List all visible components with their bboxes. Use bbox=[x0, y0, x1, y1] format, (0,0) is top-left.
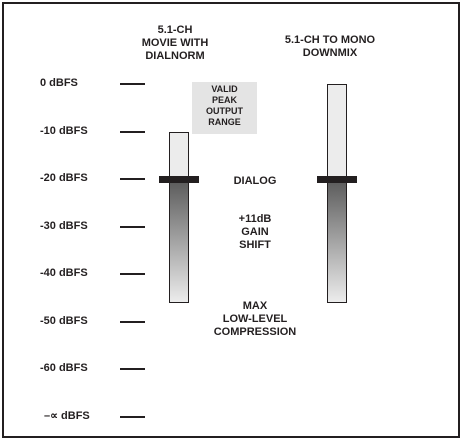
tick-mark bbox=[120, 320, 145, 323]
tick-label: –∝ dBFS bbox=[44, 409, 90, 422]
right-dialog-marker bbox=[317, 176, 357, 183]
tick-label: -30 dBFS bbox=[40, 219, 88, 232]
gain-shift-label: +11dB GAIN SHIFT bbox=[238, 213, 272, 251]
tick-mark bbox=[120, 225, 145, 228]
tick-mark bbox=[120, 415, 145, 418]
tick-mark bbox=[120, 83, 145, 85]
tick-mark bbox=[120, 130, 145, 133]
left-column-title: 5.1-CH MOVIE WITH DIALNORM bbox=[141, 24, 209, 62]
diagram-frame bbox=[2, 2, 460, 438]
valid-peak-range-label: VALID PEAK OUTPUT RANGE bbox=[206, 84, 243, 127]
tick-label: -40 dBFS bbox=[40, 267, 88, 279]
right-column-title: 5.1-CH TO MONO DOWNMIX bbox=[284, 34, 376, 59]
tick-label: -60 dBFS bbox=[40, 362, 88, 374]
left-dialog-marker bbox=[159, 176, 199, 183]
left-level-bar bbox=[169, 131, 189, 303]
tick-label: 0 dBFS bbox=[40, 77, 78, 89]
right-level-bar bbox=[327, 84, 347, 303]
tick-label: -20 dBFS bbox=[40, 172, 88, 184]
dialog-label: DIALOG bbox=[233, 175, 277, 187]
tick-mark bbox=[120, 368, 145, 370]
max-compression-label: MAX LOW-LEVEL COMPRESSION bbox=[213, 300, 297, 338]
tick-mark bbox=[120, 178, 145, 180]
tick-mark bbox=[120, 273, 145, 275]
tick-label: -50 dBFS bbox=[40, 314, 88, 327]
valid-peak-range-box bbox=[192, 82, 257, 134]
tick-label: -10 dBFS bbox=[40, 124, 88, 137]
